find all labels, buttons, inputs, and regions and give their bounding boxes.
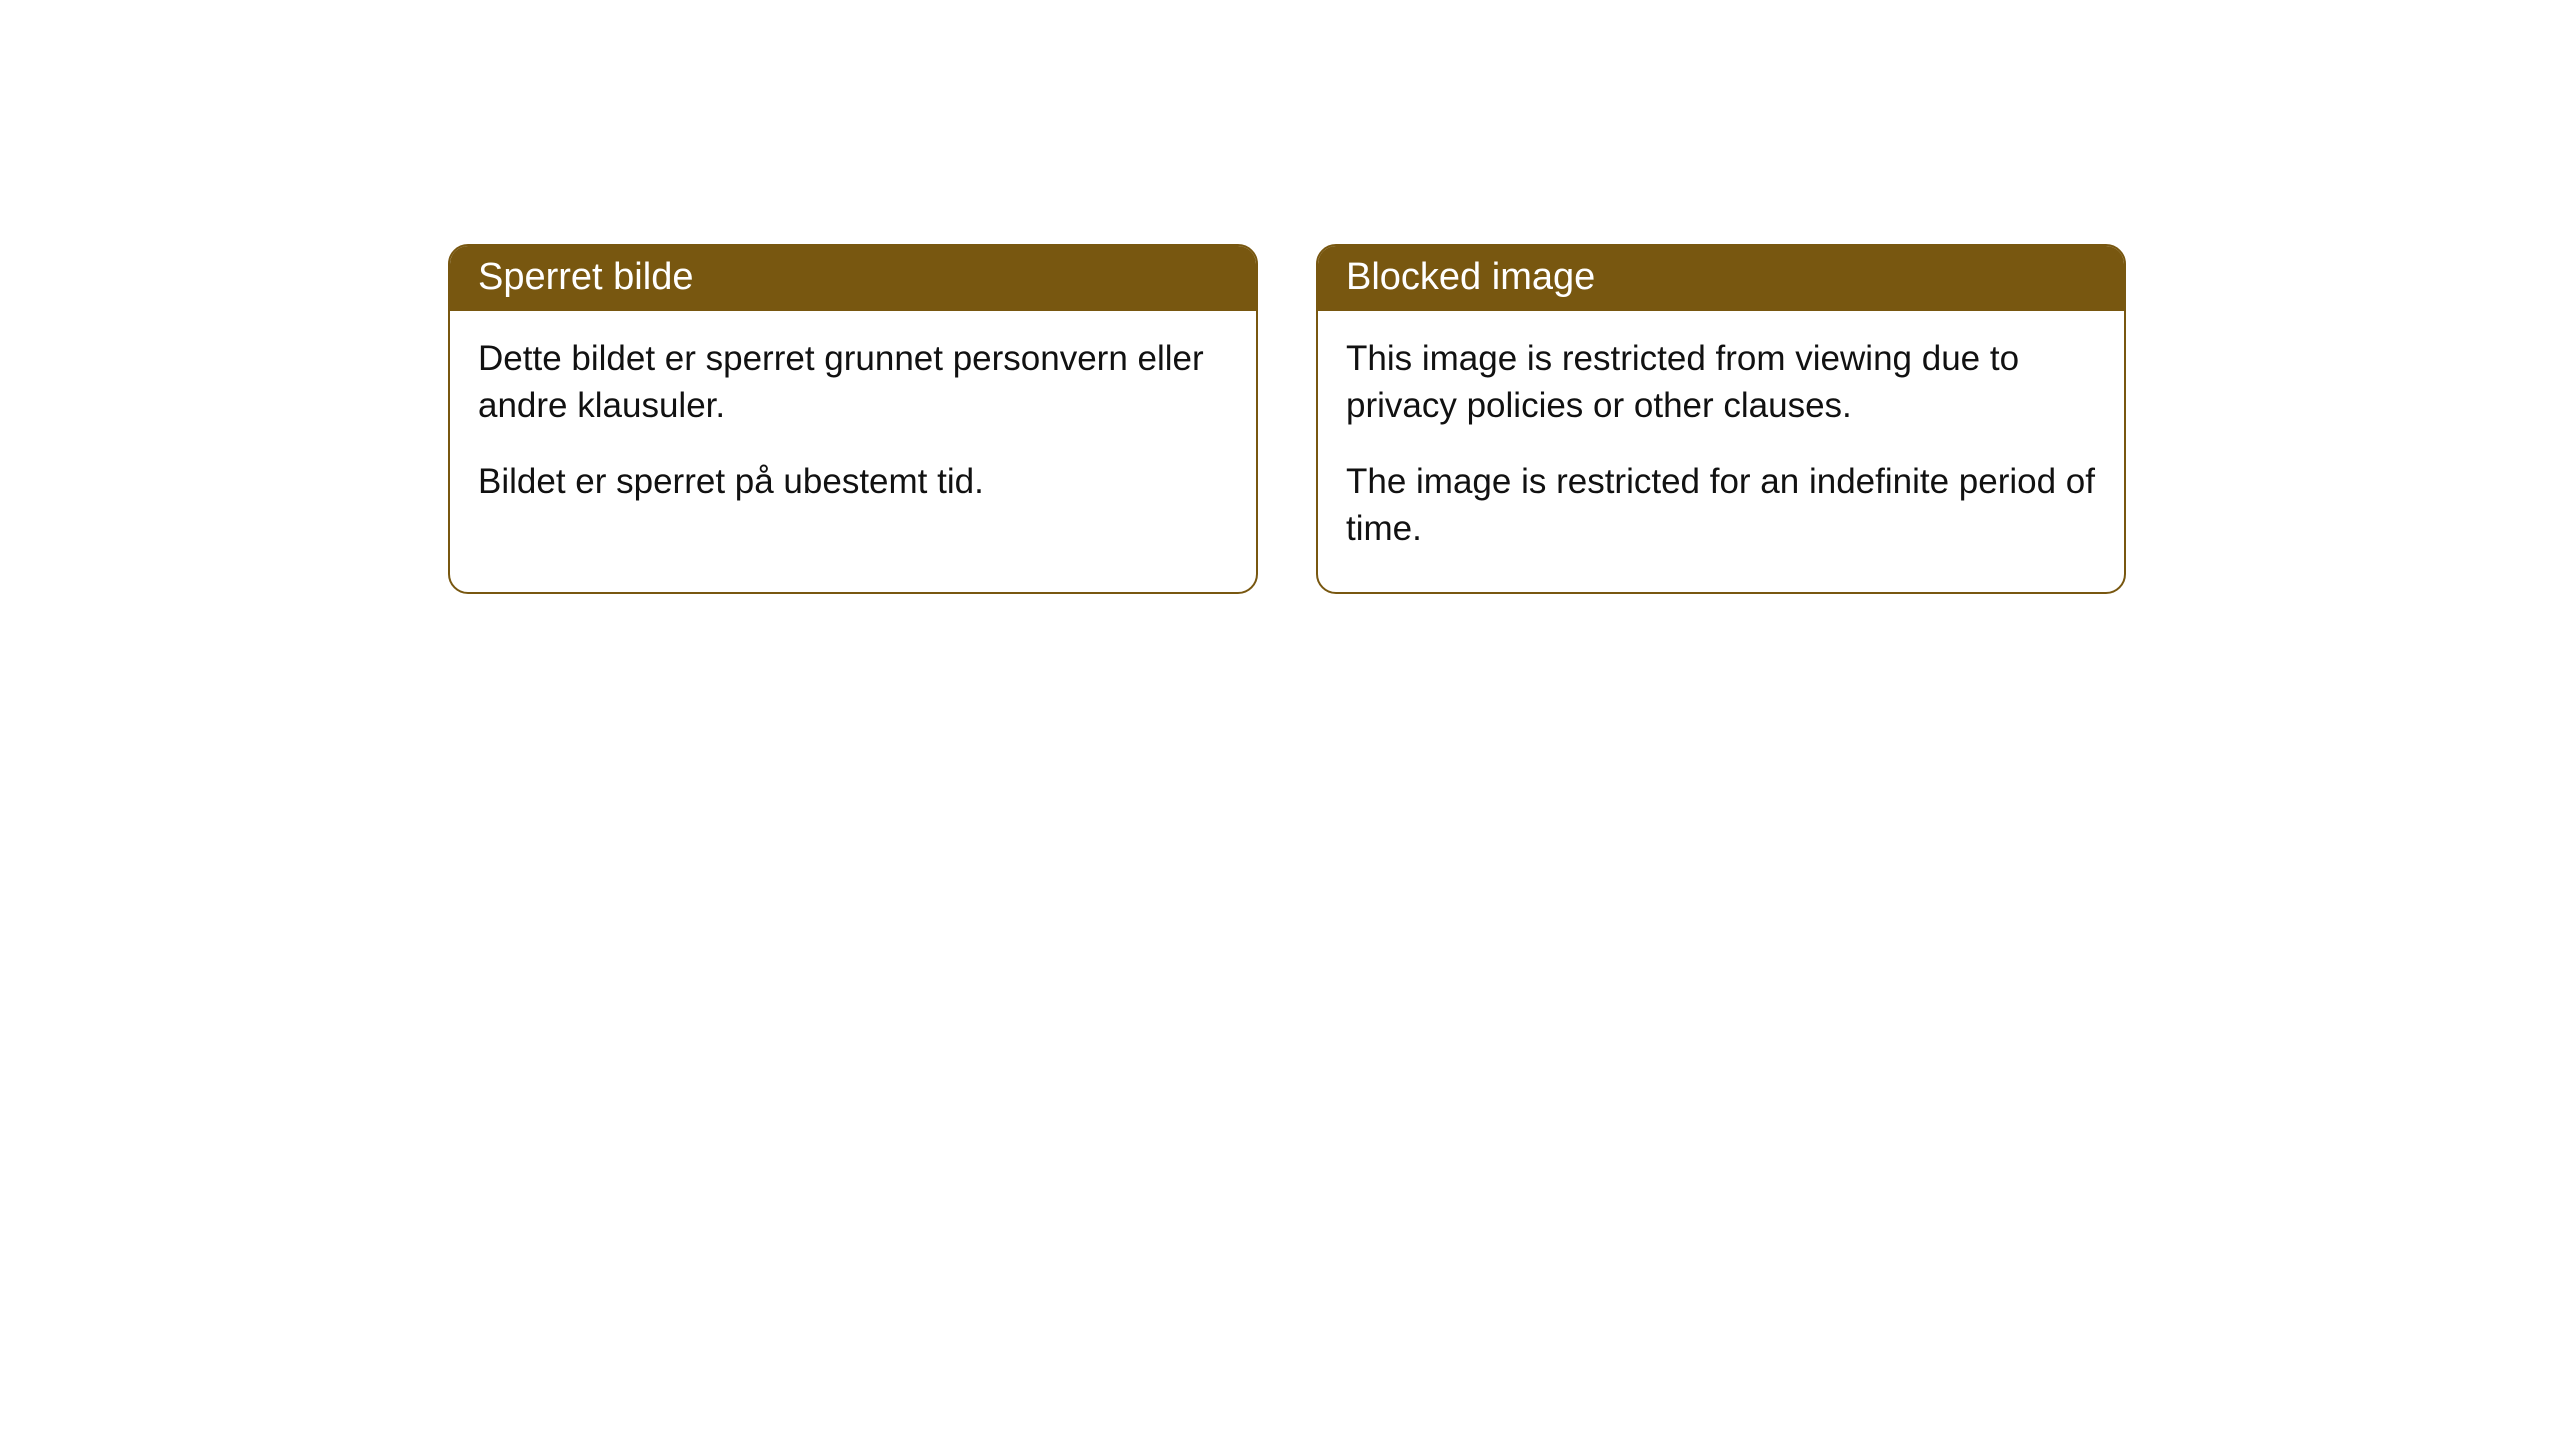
card-paragraph-norwegian-2: Bildet er sperret på ubestemt tid.: [478, 458, 1228, 505]
card-body-norwegian: Dette bildet er sperret grunnet personve…: [450, 311, 1256, 545]
card-paragraph-norwegian-1: Dette bildet er sperret grunnet personve…: [478, 335, 1228, 430]
card-paragraph-english-2: The image is restricted for an indefinit…: [1346, 458, 2096, 553]
blocked-image-message-container: Sperret bilde Dette bildet er sperret gr…: [448, 244, 2126, 594]
blocked-image-card-english: Blocked image This image is restricted f…: [1316, 244, 2126, 594]
card-body-english: This image is restricted from viewing du…: [1318, 311, 2124, 592]
blocked-image-card-norwegian: Sperret bilde Dette bildet er sperret gr…: [448, 244, 1258, 594]
card-header-norwegian: Sperret bilde: [450, 246, 1256, 311]
card-header-english: Blocked image: [1318, 246, 2124, 311]
card-title-norwegian: Sperret bilde: [478, 256, 693, 298]
card-title-english: Blocked image: [1346, 256, 1595, 298]
card-paragraph-english-1: This image is restricted from viewing du…: [1346, 335, 2096, 430]
